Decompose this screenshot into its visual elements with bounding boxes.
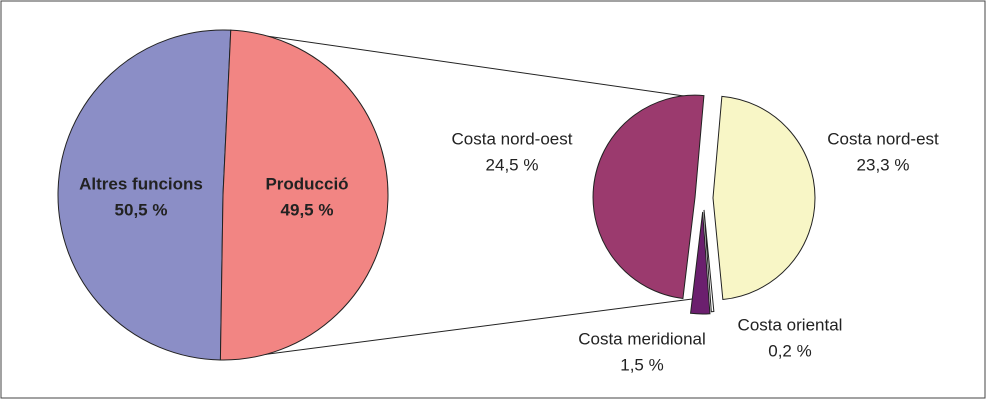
- slice-label: Producció: [265, 174, 348, 193]
- slice-value-label: 0,2 %: [768, 341, 811, 360]
- slice-label: Costa oriental: [738, 315, 843, 334]
- connector-bottom: [221, 297, 701, 361]
- slice-value-label: 49,5 %: [281, 200, 334, 219]
- pie-slice: [703, 209, 715, 313]
- pie-slice: [219, 29, 389, 361]
- slice-value-label: 23,3 %: [857, 155, 910, 174]
- slice-value-label: 24,5 %: [486, 155, 539, 174]
- slice-value-label: 1,5 %: [620, 355, 663, 374]
- connector-top: [223, 29, 699, 99]
- slice-label: Costa meridional: [578, 329, 706, 348]
- slice-label: Altres funcions: [79, 174, 203, 193]
- pie-slice: [592, 94, 705, 300]
- pie-slice: [712, 95, 816, 301]
- slice-label: Costa nord-oest: [452, 129, 573, 148]
- pie-slice: [690, 211, 711, 315]
- slice-label: Costa nord-est: [827, 129, 939, 148]
- slice-value-label: 50,5 %: [115, 200, 168, 219]
- pie-slice: [57, 29, 232, 361]
